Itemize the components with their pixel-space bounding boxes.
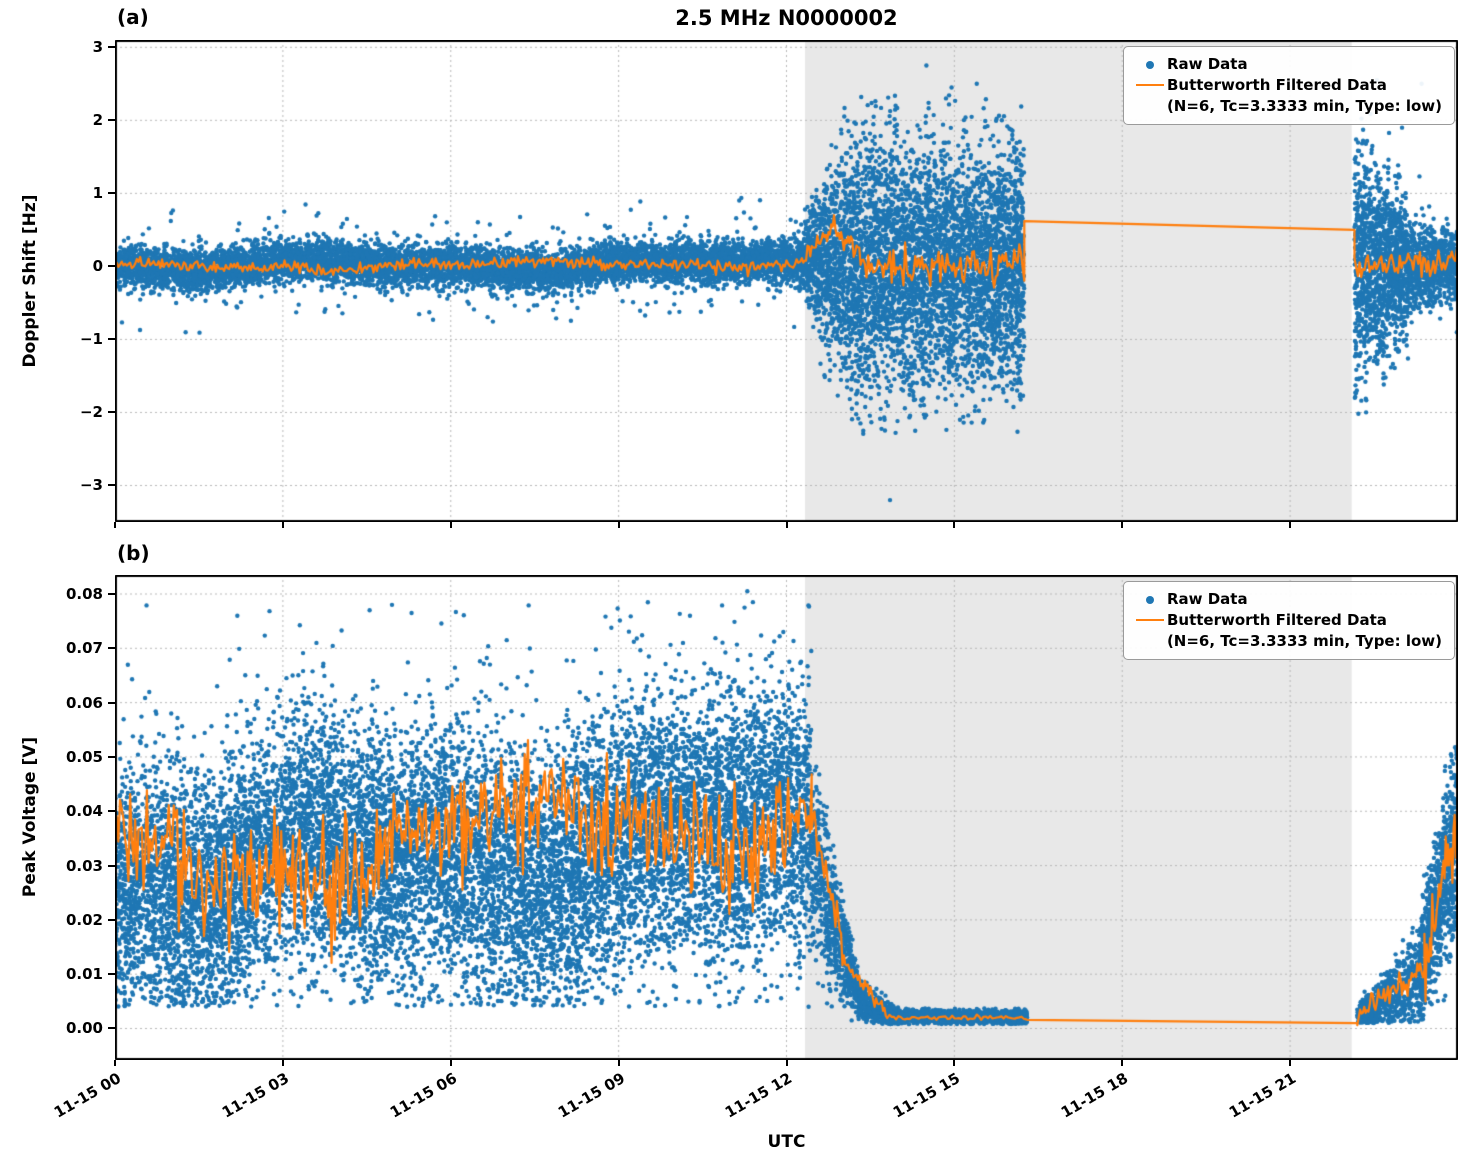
x-tick-label-text: 11-15 18 [1058,1069,1132,1122]
y-tick-mark [108,411,115,414]
y-tick-mark [108,918,115,921]
raw-data-marker [1145,596,1154,604]
x-tick-mark [953,1060,956,1066]
y-tick-label: 0.03 [65,856,103,875]
y-tick-mark [108,46,115,49]
legend-filtered-label: Butterworth Filtered Data (N=6, Tc=3.333… [1167,610,1442,652]
y-tick-mark [108,192,115,195]
y-tick-label: 0.02 [65,910,103,929]
y-tick-mark [108,484,115,487]
x-tick-label-text: 11-15 12 [722,1069,796,1122]
x-tick-label-text: 11-15 15 [890,1069,964,1122]
x-tick-mark [281,522,284,528]
x-tick-mark [1289,1060,1292,1066]
legend-filtered-line2: (N=6, Tc=3.3333 min, Type: low) [1166,97,1442,115]
y-tick-label: 0 [92,257,103,276]
x-tick-mark [1121,1060,1124,1066]
y-tick-label: 0.08 [65,585,103,603]
y-tick-mark [108,755,115,758]
x-tick-mark [449,522,452,528]
x-tick-mark [1121,522,1124,528]
legend-row-filtered: Butterworth Filtered Data (N=6, Tc=3.333… [1133,75,1442,117]
y-tick-label: 0.07 [65,639,103,658]
x-tick-label-text: 11-15 09 [554,1069,628,1122]
raw-data-marker [1145,61,1154,69]
legend-raw-label: Raw Data [1166,55,1248,73]
x-tick-mark [114,1060,116,1066]
x-axis-label: UTC [767,1132,806,1152]
y-tick-label: 0.05 [65,747,103,766]
x-tick-mark [114,522,116,528]
y-tick-label: 0.04 [65,802,103,821]
x-tick-mark [281,1060,284,1066]
x-tick-mark [617,522,620,528]
y-tick-mark [108,810,115,813]
legend-filtered-line2: (N=6, Tc=3.3333 min, Type: low) [1166,632,1442,650]
panel-a-label: (a) [117,5,149,29]
y-tick-label: −2 [79,403,103,422]
panel-b-label: (b) [117,541,150,565]
y-tick-mark [108,1027,115,1030]
x-tick-label-text: 11-15 00 [50,1069,124,1122]
y-tick-mark [108,593,115,595]
y-tick-mark [108,647,115,650]
x-tick-mark [449,1060,452,1066]
y-tick-mark [108,338,115,341]
x-tick-label-text: 11-15 06 [386,1069,460,1122]
legend-row-filtered: Butterworth Filtered Data (N=6, Tc=3.333… [1133,610,1442,652]
legend-filtered-line1: Butterworth Filtered Data [1166,611,1387,629]
legend-row-raw: Raw Data [1133,589,1442,610]
y-tick-label: 0.06 [65,693,103,712]
y-tick-mark [108,265,115,268]
x-tick-mark [953,522,956,528]
x-tick-label-text: 11-15 03 [218,1069,292,1122]
legend-filtered-line1: Butterworth Filtered Data [1166,76,1387,94]
x-tick-mark [785,1060,788,1066]
y-tick-label: −3 [79,476,103,495]
y-tick-label: −1 [79,330,103,349]
x-tick-mark [1289,522,1292,528]
y-tick-label: 2 [92,111,103,130]
y-tick-label: 0.00 [65,1019,103,1038]
y-tick-label: 1 [92,184,103,203]
filtered-data-marker [1135,84,1164,86]
y-tick-mark [108,973,115,976]
y-tick-mark [108,701,115,704]
legend-panel-a: Raw Data Butterworth Filtered Data (N=6,… [1122,46,1455,125]
figure-title: 2.5 MHz N0000002 [675,6,898,30]
y-tick-mark [108,119,115,122]
y-tick-label: 3 [92,38,103,57]
x-tick-mark [617,1060,620,1066]
legend-filtered-label: Butterworth Filtered Data (N=6, Tc=3.333… [1167,75,1442,117]
legend-panel-b: Raw Data Butterworth Filtered Data (N=6,… [1122,581,1455,660]
y-tick-label: 0.01 [65,965,103,984]
y-tick-mark [108,864,115,867]
x-tick-mark [785,522,788,528]
x-tick-label-text: 11-15 21 [1225,1069,1300,1122]
filtered-data-marker [1135,619,1164,621]
legend-row-raw: Raw Data [1133,54,1442,75]
legend-raw-label: Raw Data [1166,590,1248,608]
